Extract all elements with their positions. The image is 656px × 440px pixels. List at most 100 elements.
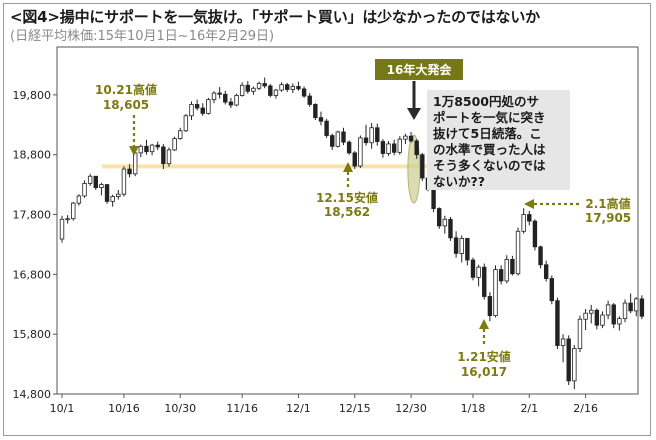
x-tick-label: 12/15 bbox=[339, 402, 371, 415]
candle-down bbox=[448, 218, 453, 239]
candle-up bbox=[442, 218, 448, 227]
candle-up bbox=[493, 269, 498, 317]
candle-down bbox=[307, 95, 312, 105]
candle-up bbox=[279, 84, 284, 91]
candle-up bbox=[617, 318, 622, 325]
candle-up bbox=[600, 314, 605, 326]
candle-down bbox=[296, 86, 301, 90]
candle-up bbox=[99, 184, 104, 188]
candle-up bbox=[234, 95, 239, 106]
candle-down bbox=[127, 168, 132, 175]
candle-up bbox=[116, 193, 121, 197]
candle-down bbox=[437, 208, 442, 227]
x-tick-label: 11/16 bbox=[226, 402, 258, 415]
candle-down bbox=[555, 300, 560, 346]
candles bbox=[59, 77, 645, 390]
note-line-5: そう多くないのでは bbox=[433, 158, 546, 173]
high1-arrow-head bbox=[129, 146, 139, 156]
candle-down bbox=[104, 184, 110, 202]
candle-up bbox=[183, 115, 189, 132]
x-tick-label: 10/1 bbox=[50, 402, 75, 415]
candle-up bbox=[577, 318, 583, 349]
low1-label: 12.15安値 bbox=[316, 190, 378, 205]
candle-up bbox=[358, 137, 363, 167]
candle-up bbox=[273, 89, 279, 96]
annotations: 10.21高値 18,605 12.15安値 18,562 1.21安値 16,… bbox=[95, 59, 631, 379]
candle-up bbox=[121, 168, 127, 195]
candle-down bbox=[538, 246, 543, 266]
badge-arrow-head bbox=[407, 108, 421, 120]
low2-label: 1.21安値 bbox=[457, 349, 511, 364]
candle-up bbox=[211, 92, 217, 101]
candle-down bbox=[510, 258, 515, 275]
candle-up bbox=[476, 266, 481, 278]
candle-down bbox=[391, 143, 397, 153]
candle-down bbox=[330, 135, 335, 147]
low1-arrow-head bbox=[343, 162, 353, 172]
badge-text: 16年大発会 bbox=[387, 62, 453, 77]
candle-up bbox=[583, 312, 588, 320]
x-tick-label: 12/30 bbox=[395, 402, 427, 415]
candle-down bbox=[217, 92, 222, 95]
candle-up bbox=[87, 175, 93, 184]
y-tick-label: 18,800 bbox=[13, 149, 52, 162]
candle-down bbox=[363, 137, 369, 144]
x-tick-label: 10/16 bbox=[108, 402, 140, 415]
note-line-1: 1万8500円処のサ bbox=[433, 94, 539, 109]
x-tick-label: 2/1 bbox=[520, 402, 538, 415]
candle-down bbox=[262, 83, 267, 87]
candle-down bbox=[324, 120, 329, 136]
candle-down bbox=[566, 338, 571, 382]
chart-title: <図4>揚中にサポートを一気抜け。「サポート買い」は少なかったのではないか bbox=[10, 8, 540, 26]
candle-down bbox=[487, 296, 493, 317]
high2-label: 2.1高値 bbox=[585, 196, 630, 211]
candle-up bbox=[397, 138, 402, 153]
low1-value: 18,562 bbox=[324, 205, 370, 219]
candle-up bbox=[403, 135, 408, 140]
plot-area bbox=[56, 46, 639, 395]
note-line-4: の水準で買った人は bbox=[433, 142, 546, 157]
candle-up bbox=[572, 348, 577, 382]
candle-up bbox=[634, 298, 639, 312]
candle-down bbox=[611, 304, 616, 325]
candle-up bbox=[166, 149, 172, 165]
candle-down bbox=[375, 127, 380, 142]
candle-down bbox=[200, 107, 205, 114]
candle-up bbox=[172, 138, 177, 151]
y-tick-label: 19,800 bbox=[13, 89, 52, 102]
candle-up bbox=[251, 87, 256, 92]
candle-down bbox=[155, 144, 160, 148]
candle-down bbox=[301, 88, 307, 97]
candle-down bbox=[93, 175, 98, 188]
candle-up bbox=[256, 83, 262, 89]
candle-up bbox=[206, 99, 211, 114]
candle-down bbox=[431, 188, 436, 209]
y-tick-label: 16,800 bbox=[13, 268, 52, 281]
candle-down bbox=[414, 140, 419, 156]
candle-up bbox=[560, 338, 566, 346]
y-tick-label: 15,800 bbox=[13, 328, 52, 341]
candle-up bbox=[178, 130, 183, 139]
note-line-3: 抜けて5日続落。こ bbox=[433, 126, 542, 141]
candle-down bbox=[453, 237, 459, 254]
high2-value: 17,905 bbox=[585, 211, 631, 225]
candle-down bbox=[268, 85, 273, 96]
candle-down bbox=[498, 269, 504, 282]
candle-down bbox=[549, 278, 555, 302]
note-line-2: ポートを一気に突き bbox=[433, 110, 546, 125]
high2-arrow-head bbox=[524, 199, 534, 209]
candle-up bbox=[521, 214, 526, 232]
candle-down bbox=[346, 141, 352, 154]
candle-down bbox=[318, 117, 324, 122]
candle-down bbox=[470, 259, 476, 278]
axes: 14,800 15,800 16,800 17,800 18,800 19,800 10/1… bbox=[13, 46, 639, 415]
candle-up bbox=[290, 86, 296, 90]
candle-down bbox=[245, 84, 250, 92]
note-box bbox=[427, 90, 570, 190]
note-line-6: ないか?? bbox=[433, 174, 485, 189]
chart-subtitle: (日経平均株価:15年10月1日~16年2月29日) bbox=[10, 29, 275, 44]
candle-down bbox=[639, 298, 645, 317]
low2-value: 16,017 bbox=[461, 365, 507, 379]
candle-down bbox=[543, 264, 549, 279]
x-tick-label: 12/1 bbox=[286, 402, 311, 415]
